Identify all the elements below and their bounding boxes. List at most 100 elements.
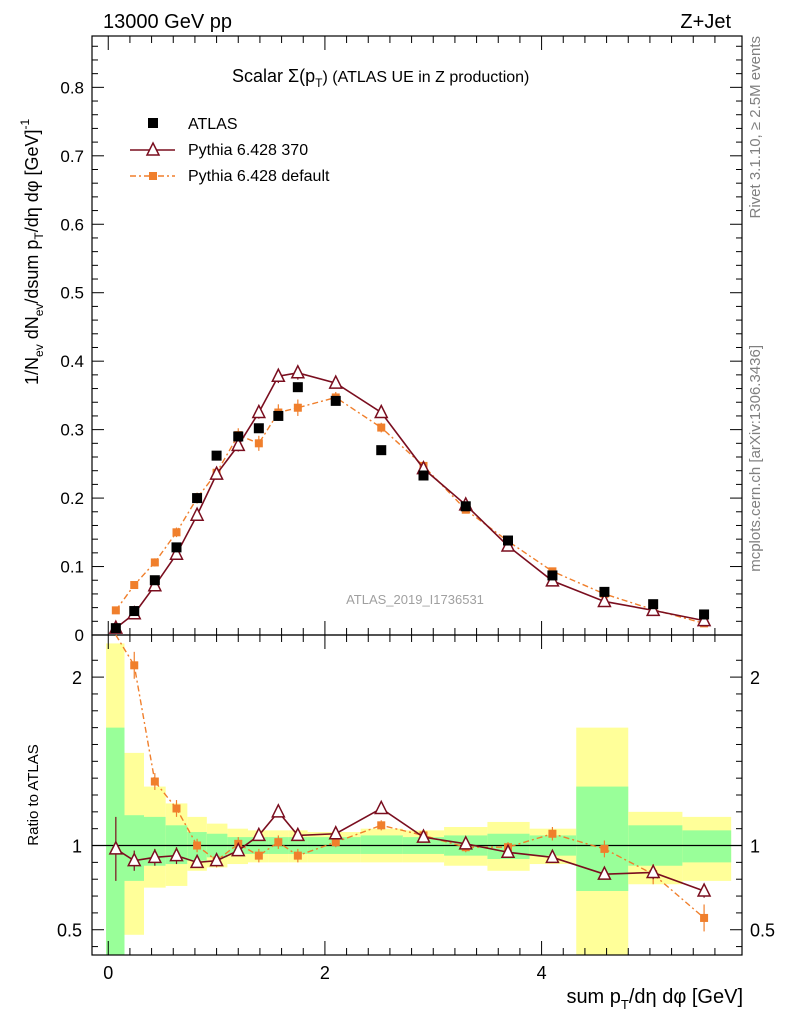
ratio-y-tick-label-right: 0.5 (750, 921, 775, 941)
series-line-pythia-370 (115, 371, 705, 629)
ratio-pythia-370-point (169, 846, 184, 862)
ratio-pythia-370-point (696, 882, 712, 897)
energy-label: 13000 GeV pp (103, 11, 232, 33)
atlas-data-point (292, 382, 303, 393)
ratio-pythia-370-point (645, 863, 661, 879)
ratio-pythia-370-point (189, 853, 205, 869)
pythia-370-point (209, 465, 224, 480)
plot-title-main: Scalar Σ(p (232, 66, 315, 86)
ylabel-part-5: T (32, 232, 46, 240)
ratio-pythia-default-point (274, 838, 283, 847)
pythia-370-point (231, 436, 246, 452)
legend-label-pythia-default: Pythia 6.428 default (188, 168, 330, 185)
ratio-pythia-370-point (458, 835, 473, 850)
process-label: Z+Jet (680, 11, 731, 33)
main-y-tick-label: 0.4 (60, 352, 84, 371)
ratio-pythia-default-point (150, 777, 159, 786)
atlas-data-point (547, 570, 558, 581)
atlas-data-point (460, 501, 471, 512)
atlas-data-point (599, 586, 610, 597)
plot-title-tail: ) (ATLAS UE in Z production) (323, 69, 530, 86)
source-label: mcplots.cern.ch [arXiv:1306.3436] (747, 345, 764, 572)
atlas-data-point (149, 575, 160, 586)
ylabel-part-2: dN (22, 316, 42, 344)
plot-title-sub: T (315, 76, 323, 90)
ylabel-part-1: ev (32, 344, 46, 357)
main-y-tick-label: 0.2 (60, 489, 84, 508)
ratio-pythia-370-point (231, 841, 246, 857)
ratio-panel: 0 2 4 0.5 0.5 1 1 2 2 (57, 634, 775, 983)
ratio-band-green (144, 816, 166, 866)
pythia-default-point (293, 403, 302, 412)
ratio-pythia-default-point (130, 661, 139, 670)
atlas-data-point (253, 423, 264, 434)
ratio-pythia-default-point (700, 913, 709, 922)
atlas-data-point (273, 410, 284, 421)
pythia-370-point (189, 506, 205, 521)
pythia-370-point (696, 611, 712, 627)
ratio-pythia-370-point (251, 826, 267, 842)
atlas-data-point (110, 623, 121, 634)
main-y-tick-label: 0.6 (60, 215, 84, 234)
ratio-pythia-default-point (548, 829, 557, 838)
ratio-pythia-370-point (147, 848, 163, 864)
ratio-band-green (360, 835, 403, 854)
ylabel-part-0: 1/N (22, 357, 42, 385)
atlas-data-point (330, 395, 341, 406)
legend-label-pythia-370: Pythia 6.428 370 (188, 142, 308, 159)
main-y-tick-label: 0.8 (60, 78, 84, 97)
main-y-tick-label: 0.7 (60, 147, 84, 166)
main-panel: 0 0.1 0.2 0.3 0.4 0.5 0.6 0.7 0.8 (60, 35, 743, 645)
ratio-y-tick-label-right: 1 (750, 837, 760, 857)
xlabel-part-1: T (621, 997, 629, 1012)
ratio-y-tick-label-left: 0.5 (57, 921, 82, 941)
ratio-frame-box (91, 634, 743, 956)
pythia-370-point (328, 374, 343, 389)
legend-marker-pythia-370 (145, 141, 161, 156)
legend: ATLAS Pythia 6.428 370 Pythia 6.428 defa… (130, 116, 330, 185)
ratio-band-green (165, 825, 188, 865)
pythia-370-point (645, 601, 661, 617)
ratio-pythia-default-point (193, 841, 202, 850)
ratio-y-tick-label-left: 1 (72, 837, 82, 857)
atlas-data-point (129, 606, 140, 617)
main-y-tick-label: 0 (75, 626, 84, 645)
ratio-pythia-370-point (328, 825, 343, 840)
atlas-data-point (233, 431, 244, 442)
ratio-pythia-370-point (597, 865, 612, 880)
main-y-axis-label: 1/Nev dNev/dsum pT/dη dφ [GeV]-1 (18, 118, 46, 385)
ratio-pythia-default-point (254, 851, 263, 860)
ratio-pythia-370-point (271, 803, 286, 818)
pythia-370-point (374, 403, 389, 419)
ratio-pythia-default-point (600, 844, 609, 853)
main-y-tick-label: 0.5 (60, 284, 84, 303)
x-axis-label: sum pT/dη dφ [GeV] (566, 986, 743, 1012)
x-tick-label: 2 (320, 963, 330, 983)
atlas-data-point (376, 445, 387, 456)
pythia-default-point (172, 528, 181, 537)
pythia-default-point (377, 423, 386, 432)
atlas-data-point (211, 450, 222, 461)
xlabel-part-2: /dη dφ [GeV] (629, 986, 743, 1008)
legend-label-atlas: ATLAS (188, 116, 238, 133)
pythia-default-point (254, 439, 263, 448)
ratio-band-green (124, 815, 144, 881)
rivet-label: Rivet 3.1.10, ≥ 2.5M events (747, 36, 764, 219)
xlabel-part-0: sum p (566, 986, 620, 1008)
ratio-pythia-370-point (290, 826, 306, 842)
ratio-pythia-default-point (172, 804, 181, 813)
pythia-370-point (597, 592, 612, 608)
pythia-default-point (111, 606, 120, 615)
pythia-370-point (271, 367, 286, 382)
ratio-pythia-default-point (377, 821, 386, 830)
ylabel-part-7: -1 (18, 118, 32, 129)
atlas-data-point (699, 609, 710, 620)
x-tick-label: 4 (537, 963, 547, 983)
pythia-default-point (130, 581, 139, 590)
ratio-pythia-370-point (209, 852, 224, 867)
ratio-pythia-default-point (331, 838, 340, 847)
ratio-pythia-370-point (500, 843, 516, 859)
ratio-band-green (682, 830, 732, 863)
atlas-data-point (648, 599, 659, 610)
